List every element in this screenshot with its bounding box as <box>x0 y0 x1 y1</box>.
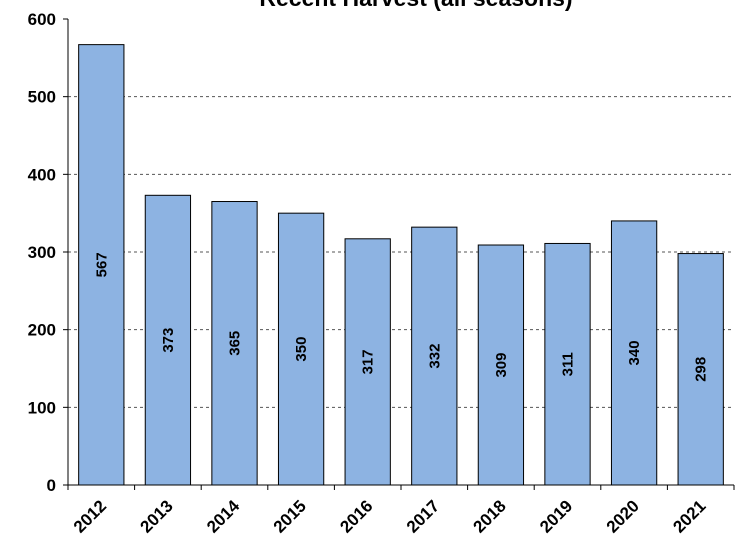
value-label: 298 <box>693 357 710 382</box>
x-tick-label: 2019 <box>536 496 576 536</box>
bar <box>477 244 525 486</box>
y-tick-label: 0 <box>47 476 56 495</box>
value-label: 311 <box>560 352 577 376</box>
bar <box>677 253 724 486</box>
value-label: 332 <box>426 344 443 369</box>
x-tick-label: 2017 <box>403 496 443 536</box>
bar <box>144 194 192 486</box>
y-tick-label: 400 <box>28 165 56 184</box>
y-tick-label: 300 <box>28 243 56 262</box>
x-tick-label: 2016 <box>336 496 376 536</box>
value-label: 365 <box>227 331 244 356</box>
bar <box>211 201 258 486</box>
x-tick-label: 2014 <box>203 496 244 537</box>
x-tick-label: 2020 <box>603 496 643 536</box>
value-label: 317 <box>360 349 377 374</box>
x-tick-label: 2013 <box>137 496 177 536</box>
bar <box>78 44 125 486</box>
x-tick-label: 2015 <box>270 496 310 536</box>
value-label: 309 <box>493 352 510 377</box>
x-tick-label: 2021 <box>669 496 709 536</box>
x-tick-label: 2018 <box>470 496 510 536</box>
y-tick-label: 500 <box>28 88 56 107</box>
bar <box>344 238 391 486</box>
x-tick-label: 2012 <box>70 496 110 536</box>
y-tick-label: 200 <box>28 321 56 340</box>
chart-title: Recent Harvest (all seasons) <box>259 0 572 11</box>
bar <box>544 242 591 486</box>
bar <box>277 212 325 486</box>
bar <box>610 220 658 486</box>
bar <box>411 226 458 486</box>
value-label: 340 <box>626 340 643 365</box>
y-tick-label: 100 <box>28 398 56 417</box>
value-label: 350 <box>293 337 310 362</box>
value-label: 373 <box>160 328 177 353</box>
value-label: 567 <box>93 252 110 277</box>
y-tick-label: 600 <box>28 10 56 29</box>
